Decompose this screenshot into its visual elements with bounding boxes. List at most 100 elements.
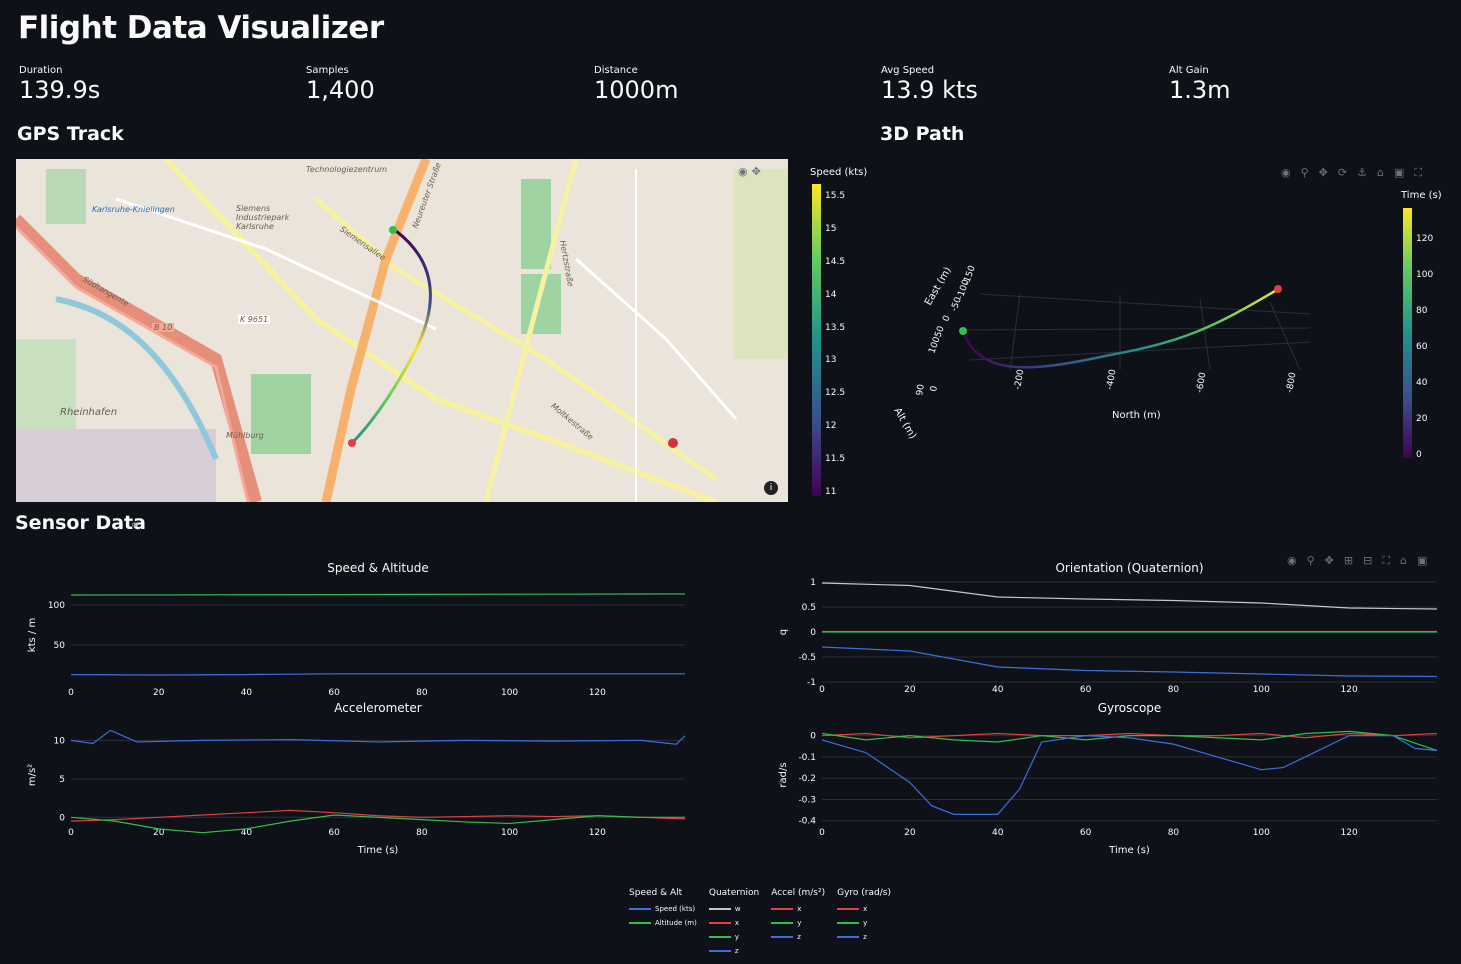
zoom-out-icon[interactable]: ⊟ [1363,554,1373,567]
colorbar-tick: 40 [1416,378,1428,388]
series-line-z [821,735,1438,815]
x-tick-label: 100 [501,688,518,698]
z-tick: 0 [929,385,940,393]
chart-title: Gyroscope [1098,701,1162,715]
y-tick-label: 0 [810,732,816,742]
z-tick: 90 [915,383,927,396]
page-title: Flight Data Visualizer [18,10,384,46]
legend-item[interactable]: z [837,930,891,944]
series-line-y [821,730,1438,752]
pan-icon[interactable]: ✥ [1318,166,1328,179]
x-tick-label: 120 [589,688,606,698]
x-tick-label: 40 [241,688,253,698]
section-3d-path: 3D Path [880,123,965,145]
legend-label: z [797,933,801,941]
map-label: Rheinhafen [60,407,118,418]
home-icon[interactable]: ⌂ [1376,166,1384,179]
metric-label: Avg Speed [881,65,935,76]
y-tick-label: 50 [54,641,66,651]
legend-item[interactable]: Altitude (m) [629,916,697,930]
sensor-toolbar: ◉ ⚲ ✥ ⊞ ⊟ ⛶ ⌂ ▣ [1287,554,1427,568]
x-tick-label: 20 [904,685,916,695]
turntable-icon[interactable]: ⚓ [1357,166,1367,179]
legend-item[interactable]: y [837,916,891,930]
chart-title: Orientation (Quaternion) [1055,561,1203,575]
x-tick-label: 80 [1168,828,1180,838]
colorbar-tick: 60 [1416,342,1428,352]
x-tick-label: 80 [1168,685,1180,695]
colorbar-tick: 11.5 [825,454,846,465]
legend-label: Altitude (m) [655,919,697,927]
series-line-altitude--m- [70,593,686,596]
legend-swatch [708,922,731,924]
anchor-link-icon[interactable]: ⚭ [130,518,141,532]
legend-item[interactable]: Speed (kts) [629,902,697,916]
chart-1: Orientation (Quaternion)10.50-0.5-10 20 40… [778,561,1438,695]
camera-icon[interactable]: ◉ [738,165,748,178]
x-tick-label: 40 [241,828,253,838]
flight-path-3d [961,286,1281,369]
legend-group-title: Accel (m/s²) [771,888,826,898]
x-tick-label: 0 [819,828,825,838]
speed-colorbar [812,184,821,496]
home-icon[interactable]: ⌂ [1400,554,1408,567]
y-axis-title: kts / m [27,618,38,652]
legend-label: y [797,919,802,927]
legend-item[interactable]: y [771,916,825,930]
zoom-icon[interactable]: ⚲ [1300,166,1309,179]
legend-item[interactable]: x [837,902,891,916]
legend-label: z [863,933,867,941]
legend-group-gyro: Gyro (rad/s) x y z [837,888,891,958]
time-colorbar [1403,208,1412,458]
autoscale-icon[interactable]: ⛶ [1382,554,1391,567]
y-tick: -50 [949,296,964,313]
info-icon[interactable]: i [764,481,778,495]
pan-icon[interactable]: ✥ [751,165,761,178]
x-tick-label: 20 [904,828,916,838]
map-label: B 10 [152,323,175,332]
map-label: Karlsruhe-Knielingen [92,205,175,214]
legend-item[interactable]: y [708,930,759,944]
x-tick-label: 20 [153,828,165,838]
fullscreen-icon[interactable]: ⛶ [1414,166,1423,179]
y-axis-title: East (m) [923,265,954,307]
metric-label: Alt Gain [1169,65,1209,76]
x-tick-label: 40 [992,828,1004,838]
colorbar-tick: 11 [825,487,837,497]
camera-icon[interactable]: ◉ [1287,554,1297,567]
map-colorbar-title: Speed (kts) [810,167,868,178]
legend-label: Speed (kts) [655,905,696,913]
y-tick-label: -0.4 [798,817,816,827]
plot3d-scene[interactable]: -200 -400 -600 -800 North (m) -150 -100 … [880,250,1340,450]
legend-label: y [734,933,740,941]
legend-item[interactable]: z [771,930,825,944]
pan-icon[interactable]: ✥ [1324,554,1334,567]
y-tick-label: 0 [810,628,816,638]
camera-icon[interactable]: ◉ [1281,166,1291,179]
legend-item[interactable]: w [708,902,759,916]
gps-map[interactable]: Karlsruhe-Knielingen Siemens Industriepa… [16,159,788,502]
x-tick-label: 60 [1080,828,1092,838]
legend-swatch [837,908,860,910]
colorbar-tick: 12 [825,421,837,432]
colorbar-tick: 20 [1416,414,1428,424]
y-tick-label: 10 [54,736,66,746]
metric-value: 1,400 [306,76,375,104]
legend-item[interactable]: x [708,916,759,930]
y-tick-label: 100 [48,601,65,611]
zoom-in-icon[interactable]: ⊞ [1343,554,1354,567]
x-tick: -400 [1105,368,1118,390]
legend-item[interactable]: z [708,944,759,958]
legend-label: x [863,905,868,913]
legend-item[interactable]: x [771,902,825,916]
orbit-icon[interactable]: ⟳ [1337,166,1348,179]
camera-reset-icon[interactable]: ▣ [1393,166,1405,179]
zoom-icon[interactable]: ⚲ [1306,554,1315,567]
x-tick-label: 120 [589,828,606,838]
fullscreen-icon[interactable]: ▣ [1417,554,1428,567]
metric-label: Distance [594,65,638,76]
x-tick: -600 [1195,371,1208,393]
y-tick-label: -1 [807,678,816,688]
